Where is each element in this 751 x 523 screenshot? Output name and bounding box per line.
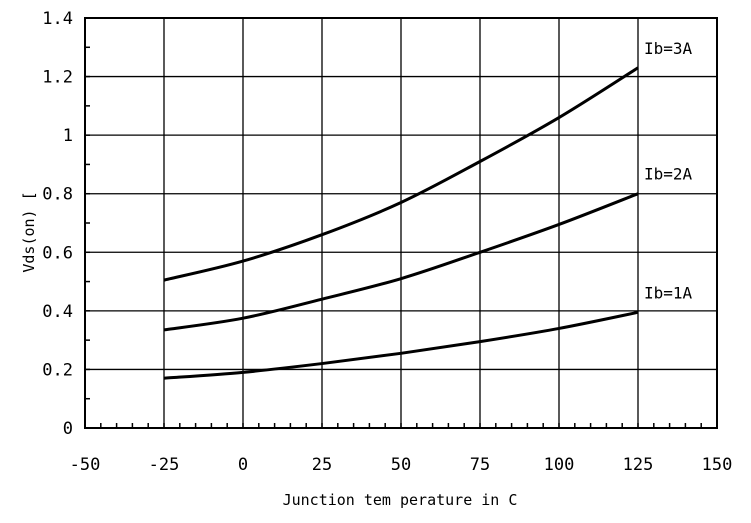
- x-tick-label: 100: [544, 455, 575, 475]
- series-line-3: [163, 66, 639, 282]
- x-tick-label: 125: [623, 455, 654, 475]
- series-label-2: Ib=2A: [644, 165, 693, 184]
- x-tick-label: 0: [238, 455, 248, 475]
- x-tick-label: 75: [470, 455, 490, 475]
- series-label-1: Ib=1A: [644, 283, 693, 302]
- x-tick-label: -50: [70, 455, 101, 475]
- series-lines: [163, 66, 639, 380]
- y-tick-label: 0.2: [42, 360, 73, 380]
- y-tick-labels: 0 0.2 0.4 0.6 0.8 1 1.2 1.4: [42, 9, 73, 439]
- y-tick-label: 1.4: [42, 9, 73, 29]
- plot-frame: [84, 17, 718, 429]
- series-label-3: Ib=3A: [644, 39, 693, 58]
- series-line-2: [163, 192, 639, 332]
- series-line-1: [163, 310, 639, 380]
- x-tick-labels: -50 -25 0 25 50 75 100 125 150: [70, 455, 733, 475]
- series-labels: Ib=1A Ib=2A Ib=3A: [644, 39, 693, 303]
- y-tick-label: 0: [63, 419, 73, 439]
- y-tick-label: 0.8: [42, 185, 73, 205]
- y-tick-label: 0.6: [42, 243, 73, 263]
- x-tick-label: 150: [702, 455, 733, 475]
- x-tick-label: 25: [312, 455, 332, 475]
- x-axis-title: Junction tem perature in C: [283, 491, 518, 509]
- x-tick-label: -25: [149, 455, 180, 475]
- y-tick-label: 1: [63, 126, 73, 146]
- y-tick-label: 1.2: [42, 68, 73, 88]
- y-axis-title: Vds(on) [: [20, 191, 38, 272]
- x-tick-label: 50: [391, 455, 411, 475]
- y-tick-label: 0.4: [42, 302, 73, 322]
